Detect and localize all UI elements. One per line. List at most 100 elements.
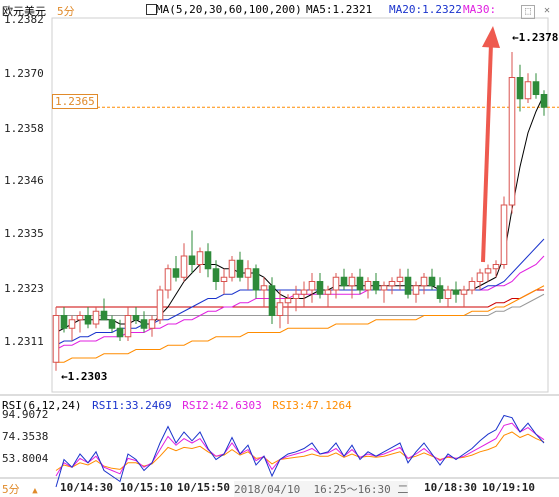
rsi-params-label[interactable]: RSI(6,12,24) (2, 399, 82, 412)
candle-down (84, 315, 92, 325)
candle-up (284, 298, 292, 304)
candle-up (124, 315, 132, 338)
candle-up (444, 289, 452, 299)
low-price-value: 1.2303 (67, 370, 108, 383)
time-tick: 10/19:10 (482, 481, 535, 494)
candle-down (252, 268, 260, 291)
candle-up (420, 276, 428, 287)
rsi-tick: 74.3538 (2, 430, 49, 443)
candle-up (380, 285, 388, 291)
candle-down (540, 94, 548, 108)
expand-icon[interactable]: ⬚ (521, 5, 535, 19)
rsi-header: RSI(6,12,24) RSI1:33.2469 RSI2:42.6303 R… (2, 399, 352, 412)
candle-down (340, 276, 348, 287)
candle-up (332, 276, 340, 291)
candle-down (172, 268, 180, 278)
candle-up (292, 293, 300, 299)
candle-up (484, 268, 492, 274)
price-tick: 1.2382 (4, 13, 44, 26)
rsi1-value: RSI1:33.2469 (92, 399, 172, 412)
low-price-annotation: ←1.2303 (61, 370, 108, 383)
candle-down (452, 289, 460, 295)
candle-down (108, 319, 116, 329)
ma-checkbox-icon[interactable] (146, 4, 157, 15)
candle-down (60, 315, 68, 329)
candle-up (164, 268, 172, 291)
candle-up (308, 281, 316, 291)
price-tick: 1.2346 (4, 174, 44, 187)
symbol-label[interactable]: 欧元美元 (2, 5, 46, 18)
price-tick: 1.2335 (4, 227, 44, 240)
chart-header: 欧元美元 5分 MA(5,20,30,60,100,200) MA5:1.232… (0, 0, 559, 20)
price-tick: 1.2358 (4, 122, 44, 135)
rsi-tick: 53.8004 (2, 452, 49, 465)
candle-up (76, 315, 84, 321)
candle-down (404, 276, 412, 295)
candle-up (180, 255, 188, 278)
candle-down (268, 285, 276, 316)
period-label[interactable]: 5分 (57, 5, 75, 18)
rsi1-line (55, 414, 545, 488)
candle-up (156, 289, 164, 321)
candle-up (476, 272, 484, 282)
price-tick: 1.2370 (4, 67, 44, 80)
candle-up (468, 281, 476, 291)
candle-down (116, 327, 124, 338)
candle-down (188, 255, 196, 265)
candle-up (68, 319, 76, 329)
candle-down (204, 251, 212, 270)
ma60-line (56, 285, 545, 363)
high-price-value: 1.2378 (518, 31, 559, 44)
candle-up (396, 276, 404, 282)
candle-down (532, 81, 540, 95)
ma5-value: MA5:1.2321 (306, 3, 373, 16)
candle-up (524, 81, 532, 100)
ma100-line (56, 289, 544, 308)
rsi3-value: RSI3:47.1264 (272, 399, 352, 412)
candle-up (228, 259, 236, 278)
ma30-value: MA30: (463, 3, 497, 16)
candle-up (500, 204, 508, 265)
candle-up (460, 289, 468, 295)
candle-down (100, 310, 108, 321)
candle-up (300, 289, 308, 295)
price-tick: 1.2311 (4, 335, 44, 348)
candle-up (52, 315, 60, 363)
rsi-tick: 94.9072 (2, 408, 49, 421)
candle-up (244, 268, 252, 278)
high-price-annotation: ←1.2378 (512, 31, 559, 44)
candle-up (508, 77, 516, 206)
candle-up (324, 289, 332, 295)
up-arrow-head (482, 26, 500, 48)
candle-up (260, 285, 268, 291)
candle-down (436, 285, 444, 299)
candle-up (148, 319, 156, 329)
caret-up-icon: ▲ (32, 486, 38, 496)
footer-period-label: 5分 (2, 483, 20, 496)
candle-up (364, 281, 372, 291)
time-tick: 10/18:30 (424, 481, 477, 494)
candle-down (212, 268, 220, 282)
candle-up (276, 302, 284, 316)
candle-down (428, 276, 436, 287)
time-tick: 10/15:10 (120, 481, 173, 494)
candle-down (356, 276, 364, 291)
candle-down (372, 281, 380, 291)
current-price-tag: 1.2365 (52, 94, 98, 109)
rsi3-line (55, 431, 545, 471)
ma20-value: MA20:1.2322 (389, 3, 462, 16)
candle-up (492, 264, 500, 270)
period-selector[interactable]: 5分 ▲ (2, 481, 38, 497)
time-tick: 10/14:30 (60, 481, 113, 494)
candle-down (140, 319, 148, 329)
candle-up (92, 310, 100, 325)
ma5-line (55, 94, 545, 333)
candle-up (348, 276, 356, 287)
candle-up (196, 251, 204, 265)
close-icon[interactable]: ✕ (543, 5, 551, 16)
candle-up (220, 276, 228, 282)
candle-down (236, 259, 244, 278)
candle-up (388, 281, 396, 287)
rsi2-value: RSI2:42.6303 (182, 399, 262, 412)
